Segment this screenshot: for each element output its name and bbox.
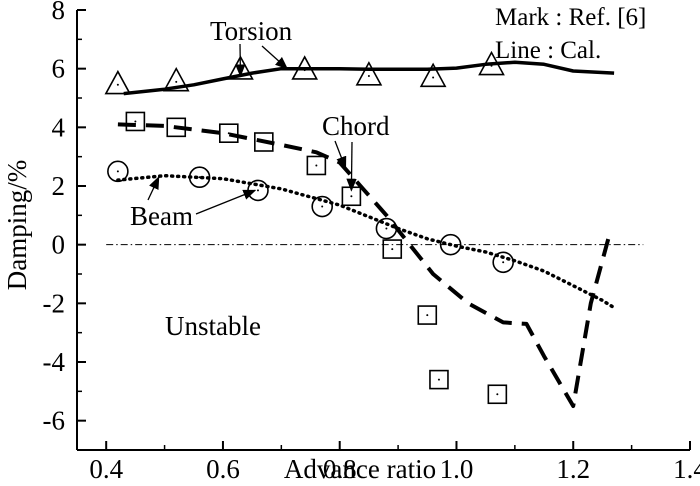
torsion-reference-point [291,55,319,80]
chord-arrow [334,140,347,170]
chord-reference-point-dot [496,393,499,396]
torsion-reference-point [227,55,254,80]
beam-reference-point-dot [449,243,452,246]
legend-line-text: Line : Cal. [495,37,601,64]
chord-reference-point-dot [227,132,230,135]
chord-reference-point-dot [437,378,440,381]
annotation-arrows [147,43,357,215]
x-tick-label: 1.0 [440,454,474,484]
y-tick-label: 4 [52,112,66,142]
chord-arrow [346,141,357,192]
chord-reference-point [417,305,438,325]
torsion-reference-point-dot [116,83,119,86]
annotation-unstable: Unstable [165,311,261,341]
torsion-reference-point [419,62,447,88]
chord-reference-point-dot [315,164,318,167]
chord-reference-point-dot [262,141,265,143]
tick-labels: 0.4 0.6 0.8 1.0 1.2 1.4 8 6 4 2 0 -2 -4 -6 [43,0,700,484]
chord-reference-point [254,132,274,152]
x-tick-label: 0.4 [89,454,123,484]
beam-reference-point [188,166,211,188]
x-tick-label: 1.4 [673,454,700,484]
beam-reference-point [375,217,398,240]
chord-reference-point [382,239,403,259]
chord-reference-point-dot [175,126,178,129]
y-tick-label: 6 [52,54,66,84]
x-tick-label: 1.2 [556,454,590,484]
chord-reference-point-dot [426,314,429,317]
chord-calculated-line [117,122,611,408]
torsion-reference-point-dot [367,75,370,77]
series-markers [104,50,514,405]
annotation-chord: Chord [322,111,390,141]
y-axis-label: Damping/% [2,160,32,290]
beam-reference-point-dot [502,261,505,264]
x-axis-label: Advance ratio [284,454,436,484]
y-tick-label: 0 [52,230,66,260]
torsion-reference-point [162,66,190,92]
beam-arrow [147,176,160,201]
chord-reference-point [487,384,508,405]
y-tick-label: -2 [43,288,66,318]
torsion-reference-point [478,50,505,76]
chord-reference-point [125,111,146,132]
series-lines [116,60,616,408]
torsion-reference-point [355,61,383,86]
chord-reference-point-dot [350,195,353,198]
annotation-beam: Beam [130,201,193,231]
chord-reference-point [429,369,449,390]
beam-arrow [195,189,257,215]
beam-reference-point-dot [116,170,119,173]
x-tick-label: 0.8 [323,454,357,484]
beam-reference-point-dot [385,227,388,230]
beam-reference-point [439,233,462,256]
chord-reference-point [166,117,187,138]
chord-reference-point [306,155,327,176]
beam-reference-point [107,160,129,183]
y-tick-label: 8 [52,0,66,25]
beam-reference-point-dot [256,189,259,192]
torsion-reference-point-dot [432,76,435,79]
axes [76,9,691,451]
chord-reference-point-dot [134,120,137,123]
torsion-reference-point-dot [303,69,306,72]
beam-reference-point-dot [198,176,201,179]
x-tick-label: 0.6 [206,454,240,484]
beam-reference-point [492,251,514,274]
y-tick-label: -4 [43,347,66,377]
y-tick-label: 2 [52,171,66,201]
torsion-reference-point [104,69,132,95]
torsion-reference-point-dot [490,64,493,67]
beam-reference-point-dot [321,205,324,208]
y-tick-label: -6 [43,406,66,436]
torsion-calculated-line [123,60,615,96]
chord-reference-point [218,123,239,143]
beam-calculated-line [116,173,616,310]
chord-reference-point-dot [391,248,394,251]
torsion-reference-point-dot [175,80,178,83]
beam-reference-point [311,195,334,218]
legend-mark-text: Mark : Ref. [6] [495,4,646,31]
annotation-torsion: Torsion [210,16,293,46]
torsion-arrow [261,45,289,70]
